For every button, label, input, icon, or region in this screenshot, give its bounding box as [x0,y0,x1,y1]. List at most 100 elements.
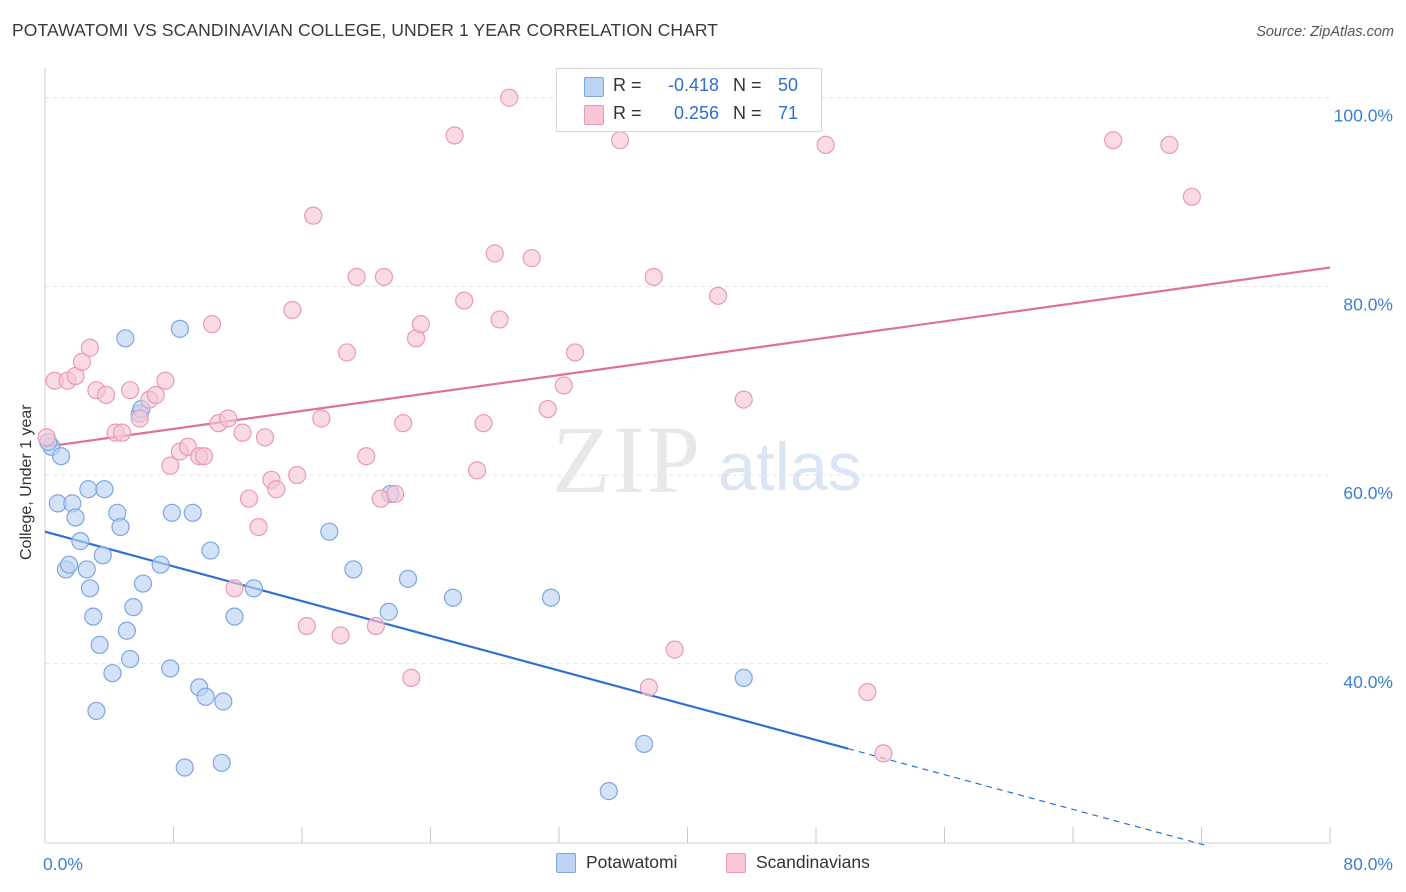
data-point-potawatomi [379,602,398,621]
watermark: ZIP atlas [552,406,862,513]
legend-swatch-blue [584,77,604,97]
data-point-scandinavians [283,300,302,320]
source-credit: Source: ZipAtlas.com [1256,24,1394,40]
data-point-scandinavians [522,249,541,268]
data-point-scandinavians [644,267,663,287]
data-point-scandinavians [816,135,835,155]
chart-title: POTAWATOMI VS SCANDINAVIAN COLLEGE, UNDE… [12,20,719,40]
data-point-scandinavians [146,385,165,404]
data-point-potawatomi [66,508,85,527]
data-point-scandinavians [858,682,877,702]
legend-n-value: 71 [777,103,798,123]
legend-row-scandinavians: R = 0.256 N = 71 [557,101,821,127]
legend-n-label: N = [733,103,762,123]
trend-layer [44,266,1331,847]
data-point-scandinavians [331,626,350,645]
y-tick-label: 80.0% [1343,294,1393,314]
data-point-potawatomi [95,480,114,499]
data-point-scandinavians [249,517,268,537]
data-point-scandinavians [219,409,238,428]
data-point-scandinavians [708,286,728,305]
data-point-potawatomi [541,588,561,607]
data-point-scandinavians [72,352,92,371]
data-point-scandinavians [156,371,175,390]
data-point-potawatomi [71,532,90,551]
data-point-scandinavians [565,343,585,362]
y-axis-label: College, Under 1 year [18,404,35,560]
data-point-potawatomi [244,579,263,598]
y-tick-label: 60.0% [1343,483,1393,503]
data-point-scandinavians [161,456,180,475]
x-tick-label: 0.0% [43,854,83,874]
trend-extension-potawatomi [847,748,1210,847]
data-point-scandinavians [374,267,394,287]
data-point-scandinavians [455,291,474,310]
data-point-scandinavians [1182,187,1201,206]
tick-labels: 40.0% 60.0% 80.0% 100.0% 0.0% 80.0% [43,106,1393,874]
data-point-potawatomi [398,569,418,588]
data-point-potawatomi [59,555,79,574]
data-point-scandinavians [485,244,504,263]
data-point-scandinavians [297,616,316,636]
data-point-scandinavians [255,428,275,447]
data-point-scandinavians [874,744,893,763]
data-point-potawatomi [87,701,106,721]
data-point-scandinavians [288,465,307,485]
data-point-scandinavians [239,489,259,508]
data-point-potawatomi [103,664,122,683]
y-tick-label: 100.0% [1334,106,1393,126]
data-point-scandinavians [267,480,286,499]
data-point-potawatomi [51,447,71,466]
series-legend-label: Scandinavians [756,852,870,872]
data-point-potawatomi [201,541,220,560]
points-layer [37,88,1201,801]
data-point-scandinavians [112,423,132,442]
data-point-scandinavians [366,616,385,636]
data-point-scandinavians [80,338,100,357]
data-point-scandinavians [202,315,222,334]
data-point-scandinavians [347,267,366,287]
data-point-potawatomi [80,579,100,598]
data-point-potawatomi [344,560,363,579]
data-point-potawatomi [183,503,202,522]
legend-n-label: N = [733,75,762,95]
data-point-scandinavians [490,310,509,329]
data-point-potawatomi [84,607,103,626]
data-point-potawatomi [121,649,140,669]
watermark-atlas: atlas [718,429,862,505]
series-swatch-blue [556,853,576,873]
data-point-potawatomi [93,546,112,565]
legend-swatch-pink [584,105,604,125]
data-point-potawatomi [599,782,618,801]
data-point-potawatomi [117,621,137,640]
data-point-scandinavians [445,126,464,145]
data-point-scandinavians [225,579,244,598]
data-point-potawatomi [443,588,463,607]
legend-r-value: -0.418 [667,75,719,95]
data-point-potawatomi [170,319,190,338]
data-point-potawatomi [90,635,109,654]
data-point-potawatomi [320,522,339,541]
trend-line-potawatomi [44,530,849,750]
data-point-potawatomi [124,598,143,617]
data-point-potawatomi [734,668,753,688]
data-point-potawatomi [635,734,654,754]
x-tick-label: 80.0% [1343,854,1393,874]
data-point-scandinavians [639,678,659,697]
data-point-potawatomi [116,329,135,348]
correlation-legend: R = -0.418 N = 50 R = 0.256 N = 71 [556,68,822,132]
data-point-scandinavians [194,447,214,466]
data-point-scandinavians [610,131,630,150]
data-point-potawatomi [79,480,98,499]
data-point-potawatomi [225,607,244,626]
data-point-scandinavians [538,399,557,419]
data-point-potawatomi [161,659,180,678]
data-point-potawatomi [196,687,215,706]
data-point-scandinavians [337,343,357,362]
data-point-potawatomi [212,753,231,772]
data-point-scandinavians [402,668,421,688]
data-point-scandinavians [1104,131,1123,150]
data-point-scandinavians [312,409,331,428]
data-point-scandinavians [304,206,323,225]
